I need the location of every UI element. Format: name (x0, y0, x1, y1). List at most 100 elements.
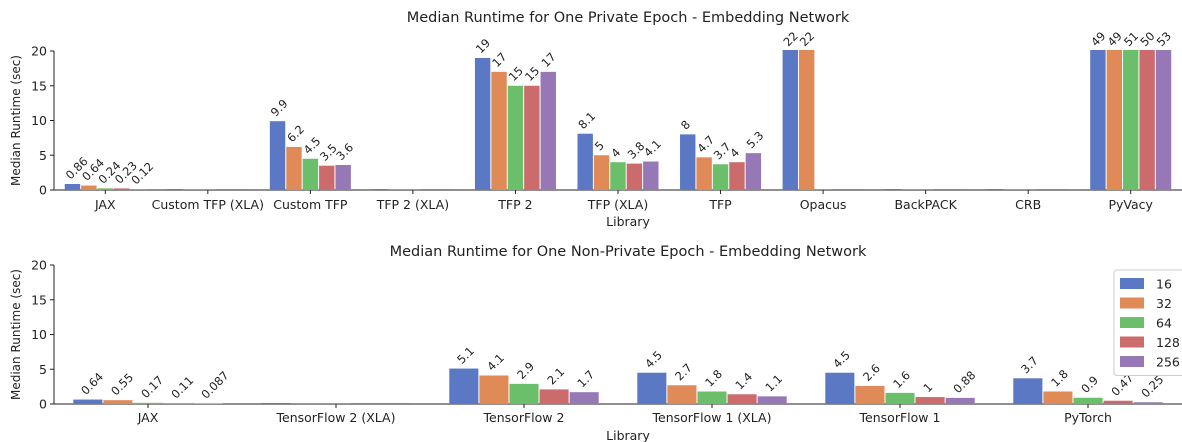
bar (945, 397, 975, 404)
bar-empty (199, 189, 217, 190)
y-axis-label: Median Runtime (sec) (9, 55, 23, 186)
x-tick-label: TFP (708, 197, 732, 212)
bar (507, 85, 524, 190)
bar (269, 121, 286, 190)
y-tick-label: 20 (31, 258, 47, 273)
bar (825, 372, 855, 404)
bar-empty (371, 189, 389, 190)
data-label: 5.3 (744, 128, 767, 151)
bar (193, 403, 223, 404)
bar (855, 385, 885, 404)
bar-empty (847, 189, 865, 190)
bar (133, 402, 163, 404)
bar (727, 394, 757, 404)
bar (798, 50, 815, 190)
legend-label: 16 (1156, 277, 1172, 292)
data-label: 1.6 (890, 368, 913, 391)
x-tick-label: BackPACK (894, 197, 957, 212)
data-label: 19 (473, 36, 493, 56)
x-tick-label: TFP 2 (497, 197, 532, 212)
bar (113, 188, 130, 190)
y-tick-label: 0 (39, 183, 47, 198)
x-tick-label: TFP (XLA) (587, 197, 648, 212)
bar (540, 71, 556, 190)
bar-empty (917, 189, 934, 190)
bar (1155, 50, 1172, 190)
bar (449, 368, 479, 404)
x-axis-label: Library (606, 428, 650, 442)
bar (64, 184, 81, 190)
data-label: 2.7 (672, 361, 695, 384)
x-tick-label: TensorFlow 1 (859, 410, 941, 425)
bar-empty (421, 189, 438, 190)
bar (491, 71, 507, 190)
bar (130, 189, 146, 190)
bar-empty (404, 189, 422, 190)
data-label: 17 (489, 50, 509, 70)
bar-empty (901, 189, 918, 190)
bar-empty (933, 189, 951, 190)
bar-empty (1003, 189, 1020, 190)
data-label: 53 (1154, 29, 1174, 49)
y-axis-label: Median Runtime (sec) (9, 269, 23, 400)
data-label: 1.1 (762, 372, 785, 395)
y-tick-label: 15 (31, 78, 47, 93)
data-label: 4.5 (830, 348, 853, 371)
data-label: 8.1 (575, 109, 598, 132)
legend-label: 64 (1156, 316, 1172, 331)
bar (1013, 378, 1043, 404)
legend-label: 128 (1156, 335, 1180, 350)
bar (97, 188, 113, 190)
bar (509, 383, 539, 404)
data-label: 22 (797, 29, 817, 49)
x-tick-label: JAX (94, 197, 116, 212)
y-tick-label: 5 (39, 362, 47, 377)
data-label: 2.9 (514, 359, 537, 382)
x-tick-label: TensorFlow 1 (XLA) (652, 410, 772, 425)
bar (1133, 402, 1163, 404)
bar (103, 400, 133, 404)
bar (643, 161, 659, 190)
y-tick-label: 20 (31, 44, 47, 59)
data-label: 4.5 (642, 348, 665, 371)
legend-box (1113, 269, 1182, 376)
legend-label: 256 (1156, 355, 1180, 370)
data-label: 4 (608, 145, 623, 160)
data-label: 4 (727, 145, 742, 160)
bar-empty (950, 189, 967, 190)
data-label: 1.8 (1048, 367, 1071, 390)
data-label: 4.1 (641, 137, 664, 160)
data-label: 0.17 (138, 373, 166, 401)
data-label: 3.6 (333, 140, 356, 163)
legend-swatch (1120, 356, 1144, 367)
chart-title: Median Runtime for One Private Epoch - E… (407, 10, 850, 26)
bar (163, 403, 193, 404)
x-tick-label: JAX (137, 410, 159, 425)
chart-panel-1: Median Runtime for One Private Epoch - E… (9, 10, 1182, 229)
bar (335, 164, 351, 190)
x-tick-label: PyTorch (1064, 410, 1112, 425)
y-tick-label: 10 (31, 327, 47, 342)
bar (626, 163, 643, 190)
legend-label: 32 (1156, 296, 1172, 311)
bar (569, 392, 599, 404)
y-tick-label: 5 (39, 148, 47, 163)
bar-empty (1019, 189, 1037, 190)
bar-empty (437, 189, 454, 190)
data-label: 4.1 (484, 351, 507, 374)
bar (915, 397, 945, 404)
data-label: 0.55 (108, 370, 136, 398)
bar-empty (1052, 189, 1070, 190)
bar-empty (884, 189, 902, 190)
bar (524, 85, 540, 190)
x-tick-label: TensorFlow 2 (XLA) (276, 410, 396, 425)
bar (1090, 50, 1106, 190)
bar (667, 385, 697, 404)
legend-swatch (1120, 317, 1144, 328)
data-label: 1.4 (732, 370, 755, 393)
bar-empty (831, 189, 848, 190)
x-tick-label: Opacus (800, 197, 847, 212)
legend-swatch (1120, 336, 1144, 348)
